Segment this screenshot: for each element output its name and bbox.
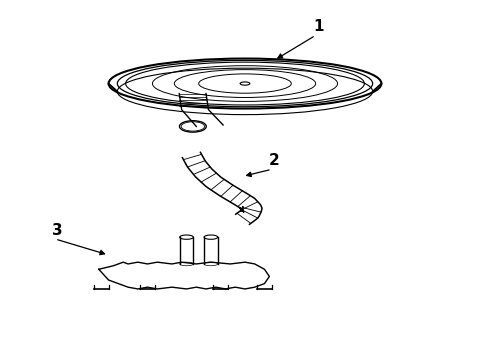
Text: 3: 3 (52, 222, 63, 238)
Text: 2: 2 (269, 153, 280, 168)
Text: 1: 1 (313, 19, 323, 34)
